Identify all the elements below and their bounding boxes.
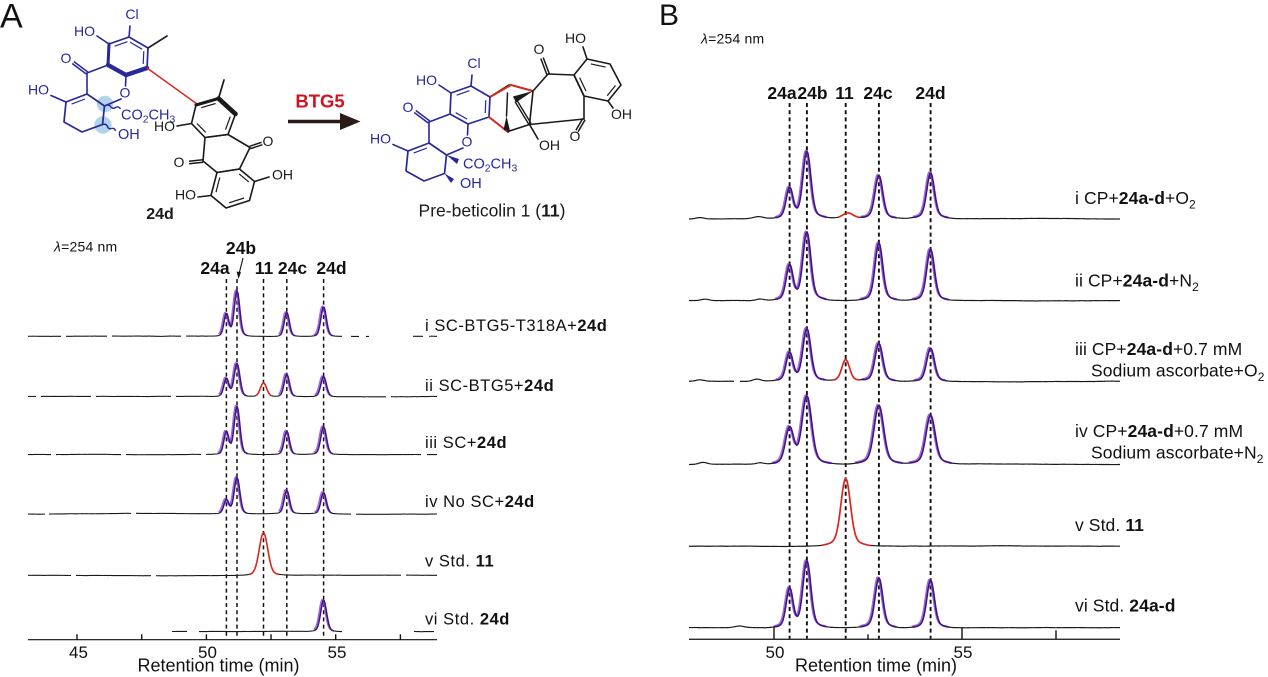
svg-text:11: 11 — [835, 83, 854, 103]
svg-text:55: 55 — [954, 643, 973, 662]
svg-text:24d: 24d — [146, 206, 174, 223]
svg-text:HO: HO — [370, 131, 391, 147]
svg-text:HO: HO — [175, 187, 196, 203]
svg-text:Cl: Cl — [125, 6, 138, 22]
svg-text:iv CP+24a-d+0.7 mM: iv CP+24a-d+0.7 mM — [1075, 421, 1243, 441]
svg-text:iii CP+24a-d+0.7 mM: iii CP+24a-d+0.7 mM — [1075, 339, 1242, 359]
svg-text:O: O — [263, 133, 274, 149]
svg-text:B: B — [659, 0, 679, 32]
svg-text:24a: 24a — [767, 83, 796, 103]
svg-text:24c: 24c — [278, 258, 307, 278]
svg-text:O: O — [61, 50, 72, 66]
svg-text:A: A — [0, 0, 23, 36]
svg-text:24a: 24a — [200, 258, 229, 278]
svg-text:Sodium ascorbate+O2: Sodium ascorbate+O2 — [1091, 361, 1265, 385]
svg-text:O: O — [570, 128, 581, 144]
svg-text:λ=254 nm: λ=254 nm — [53, 239, 117, 255]
svg-text:O: O — [403, 99, 414, 115]
svg-text:55: 55 — [328, 643, 347, 662]
svg-text:O: O — [462, 134, 473, 150]
svg-text:O: O — [174, 154, 185, 170]
svg-text:50: 50 — [766, 643, 785, 662]
svg-text:iii SC+24d: iii SC+24d — [425, 434, 507, 452]
svg-text:λ=254 nm: λ=254 nm — [700, 31, 764, 47]
svg-text:vi Std. 24d: vi Std. 24d — [425, 611, 510, 629]
svg-text:Sodium ascorbate+N2: Sodium ascorbate+N2 — [1091, 443, 1264, 467]
svg-text:24b: 24b — [226, 238, 256, 258]
svg-text:CO2CH3: CO2CH3 — [463, 157, 517, 175]
svg-text:45: 45 — [69, 643, 88, 662]
svg-text:HO: HO — [416, 72, 437, 88]
svg-text:iv No SC+24d: iv No SC+24d — [425, 493, 535, 511]
svg-text:OH: OH — [539, 137, 560, 153]
svg-text:24d: 24d — [915, 83, 945, 103]
svg-text:O: O — [120, 85, 131, 101]
svg-text:v Std. 11: v Std. 11 — [1075, 515, 1144, 535]
svg-text:24b: 24b — [797, 83, 827, 103]
svg-text:vi Std. 24a-d: vi Std. 24a-d — [1075, 596, 1176, 616]
svg-text:24d: 24d — [316, 258, 346, 278]
svg-text:HO: HO — [28, 82, 49, 98]
svg-text:Retention time (min): Retention time (min) — [795, 656, 957, 676]
svg-text:24c: 24c — [863, 83, 892, 103]
svg-text:11: 11 — [255, 258, 274, 278]
svg-text:BTG5: BTG5 — [295, 91, 344, 112]
svg-text:ii SC-BTG5+24d: ii SC-BTG5+24d — [425, 377, 554, 395]
svg-text:OH: OH — [460, 176, 482, 192]
svg-text:v Std. 11: v Std. 11 — [425, 553, 494, 571]
svg-text:50: 50 — [198, 643, 217, 662]
svg-text:Retention time (min): Retention time (min) — [137, 656, 299, 676]
svg-text:HO: HO — [154, 118, 175, 134]
svg-text:HO: HO — [74, 23, 95, 39]
svg-text:i CP+24a-d+O2: i CP+24a-d+O2 — [1075, 188, 1196, 212]
svg-text:i SC-BTG5-T318A+24d: i SC-BTG5-T318A+24d — [425, 317, 607, 335]
svg-text:ii CP+24a-d+N2: ii CP+24a-d+N2 — [1075, 271, 1199, 295]
svg-text:CO2CH3: CO2CH3 — [121, 108, 175, 126]
svg-text:OH: OH — [118, 127, 140, 143]
svg-text:Pre-beticolin 1 (11): Pre-beticolin 1 (11) — [419, 201, 566, 221]
svg-text:OH: OH — [611, 106, 632, 122]
svg-text:O: O — [534, 41, 545, 57]
svg-text:OH: OH — [272, 167, 293, 183]
svg-text:Cl: Cl — [467, 55, 480, 71]
svg-text:HO: HO — [565, 30, 586, 46]
